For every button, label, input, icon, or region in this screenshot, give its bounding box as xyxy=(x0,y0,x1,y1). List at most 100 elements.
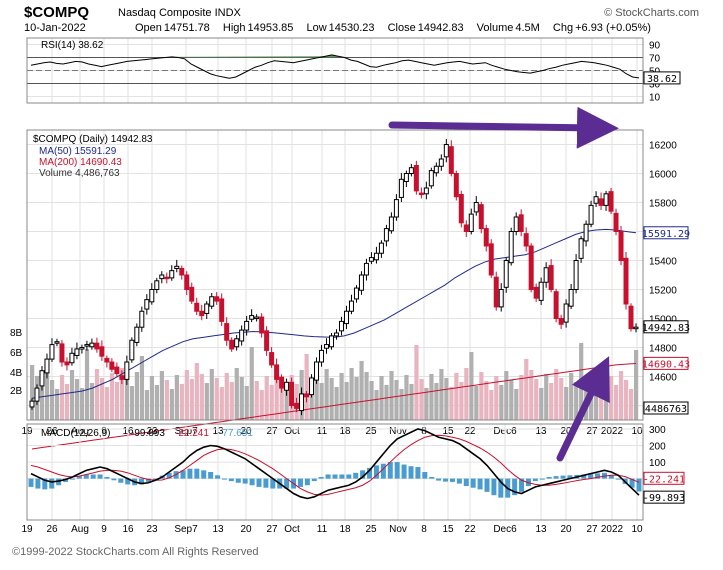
candle-body xyxy=(513,216,519,232)
quote-date: 10-Jan-2022 xyxy=(24,22,86,34)
macd-histogram-bar xyxy=(449,478,455,482)
candle-body xyxy=(99,346,105,357)
candle-body xyxy=(493,276,499,308)
annotation-arrow-diagonal xyxy=(556,356,610,462)
macd-histogram-bar xyxy=(360,470,366,479)
rsi-overbought-fill xyxy=(171,54,339,58)
candle-body xyxy=(563,303,569,323)
volume-bar xyxy=(599,381,604,420)
macd-histogram-bar xyxy=(201,470,207,479)
candle-body xyxy=(383,228,389,242)
candle-body xyxy=(279,376,285,389)
macd-histogram-bar xyxy=(104,476,110,479)
copyright-footer: ©1999-2022 StockCharts.com All Rights Re… xyxy=(12,546,259,558)
macd-histogram-bar xyxy=(380,463,386,479)
candle-body xyxy=(59,343,65,363)
candle-body xyxy=(219,298,225,322)
volume-tick-label: 4B xyxy=(10,368,23,379)
volume-bar xyxy=(69,370,75,420)
quote-volume-value: 4.5M xyxy=(515,22,540,34)
candle-body xyxy=(314,361,320,381)
volume-bar xyxy=(94,369,100,420)
macd-histogram-bar xyxy=(539,478,545,480)
macd-histogram-bar xyxy=(615,478,621,480)
macd-histogram-bar xyxy=(401,464,407,479)
volume-bar xyxy=(199,374,204,420)
candle-body xyxy=(89,342,95,348)
price-tick-label: 16000 xyxy=(649,170,677,181)
macd-histogram-bar xyxy=(367,467,373,479)
price-tick-label: 15200 xyxy=(649,286,677,297)
volume-bar xyxy=(249,347,254,420)
volume-bar xyxy=(124,377,130,420)
macd-histogram-bar xyxy=(69,478,75,480)
macd-histogram-bar xyxy=(470,478,476,488)
volume-bar xyxy=(619,371,624,420)
macd-histogram-bar xyxy=(415,467,421,479)
quote-change-label: Chg xyxy=(552,22,574,34)
candle-body xyxy=(353,287,359,300)
ma50-legend: MA(50) 15591.29 xyxy=(39,146,117,157)
volume-bar xyxy=(564,387,569,420)
candle-body xyxy=(338,320,344,332)
price-tick-label: 14600 xyxy=(649,373,677,384)
quote-change-value: +6.93 (+0.05%) xyxy=(575,22,651,34)
volume-bar xyxy=(209,369,214,420)
candle-body xyxy=(443,144,449,158)
quote-strip: Open 14751.78 High 14953.85 Low 14530.23 Cl… xyxy=(135,22,661,34)
macd-histogram-bar xyxy=(228,478,234,482)
quote-low-label: Low xyxy=(306,22,327,34)
volume-bar xyxy=(79,388,85,420)
volume-bar xyxy=(154,385,159,420)
volume-bar xyxy=(359,361,364,420)
macd-signal-last-box xyxy=(643,471,685,485)
candle-body xyxy=(309,377,315,396)
candle-body xyxy=(199,310,205,317)
macd-line xyxy=(30,428,640,500)
volume-tick-label: 8B xyxy=(10,328,23,339)
candle-body xyxy=(64,361,70,366)
volume-bar xyxy=(399,389,404,420)
volume-last-value: 4486763 xyxy=(645,404,687,415)
candle-body xyxy=(583,223,589,242)
rsi-panel-frame xyxy=(26,37,644,104)
candle-body xyxy=(234,338,240,348)
volume-bar xyxy=(439,369,444,420)
macd-histogram-bar xyxy=(595,473,601,479)
candle-body xyxy=(408,167,414,174)
macd-histogram-bar xyxy=(208,472,214,479)
macd-histogram-bar xyxy=(588,473,594,479)
macd-histogram-bar xyxy=(56,478,62,486)
candle-body xyxy=(129,339,135,361)
volume-bar xyxy=(634,350,639,420)
candle-body xyxy=(134,326,140,343)
source-credit[interactable]: © StockCharts.com xyxy=(604,7,699,19)
candle-body xyxy=(438,158,444,167)
macd-x-tick-label: 11 xyxy=(317,524,328,535)
volume-bar xyxy=(569,373,574,420)
volume-bar xyxy=(374,390,379,420)
macd-x-tick-label: 20 xyxy=(240,524,252,535)
volume-bar xyxy=(604,390,609,420)
price-tick-label: 14800 xyxy=(649,344,677,355)
ma200-legend: MA(200) 14690.43 xyxy=(39,157,122,168)
volume-bar xyxy=(134,372,140,420)
volume-bar xyxy=(339,373,344,420)
volume-bar xyxy=(609,376,614,420)
volume-bar xyxy=(494,376,499,420)
macd-legend-macd: -99.893 xyxy=(131,428,165,439)
quote-open-value: 14751.78 xyxy=(163,22,210,34)
volume-bar xyxy=(269,385,274,420)
volume-bar xyxy=(324,369,329,420)
volume-bar xyxy=(149,376,155,420)
candle-body xyxy=(363,262,369,276)
macd-x-tick-label: Sep7 xyxy=(174,524,198,535)
volume-bar xyxy=(264,376,269,420)
macd-histogram-bar xyxy=(546,476,552,479)
volume-bar xyxy=(514,389,519,420)
macd-histogram-bar xyxy=(284,478,290,489)
macd-histogram-bar xyxy=(76,476,82,479)
candle-body xyxy=(633,326,639,330)
candle-body xyxy=(568,289,574,307)
